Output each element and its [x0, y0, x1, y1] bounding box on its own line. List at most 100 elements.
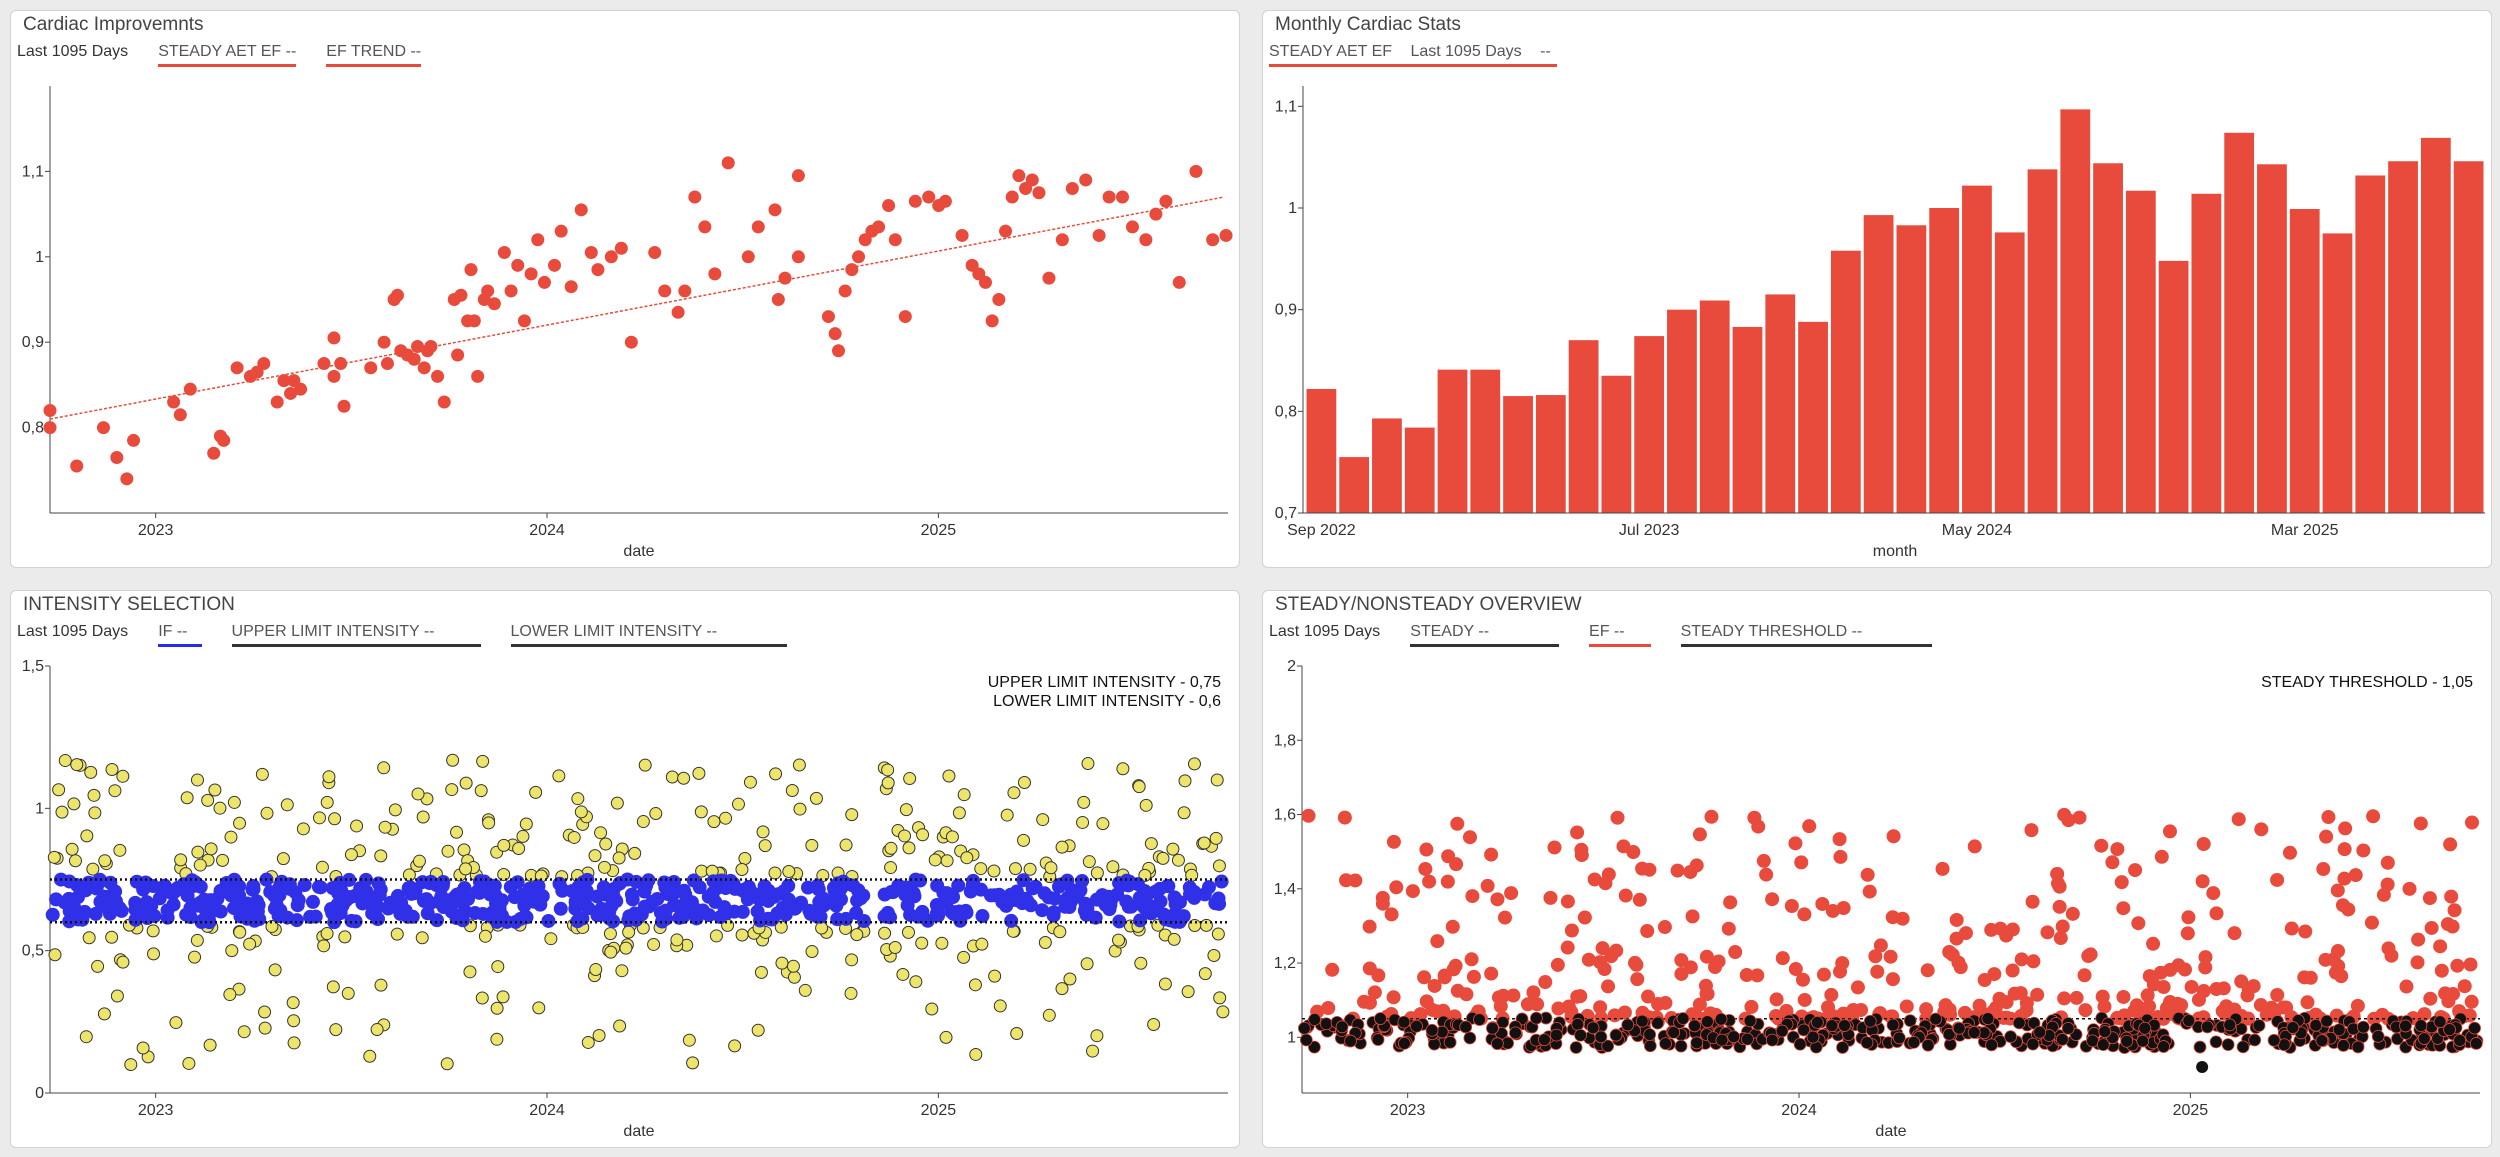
data-point	[1297, 1021, 1311, 1035]
data-point	[2055, 1033, 2069, 1046]
data-point	[735, 862, 749, 876]
data-point	[1017, 775, 1031, 789]
data-point	[504, 284, 518, 298]
data-point	[1106, 860, 1120, 874]
data-point	[513, 911, 528, 926]
filter-ef-trend[interactable]: EF TREND --	[326, 41, 422, 67]
data-point	[223, 988, 237, 1002]
data-point	[935, 936, 949, 950]
data-point	[1077, 795, 1091, 809]
data-point	[1981, 1012, 1995, 1026]
data-point	[1168, 896, 1183, 911]
data-point	[821, 310, 835, 324]
data-point	[2234, 974, 2249, 989]
data-point	[470, 884, 485, 899]
data-point	[946, 889, 961, 904]
filter-lower-limit-intensity[interactable]: LOWER LIMIT INTENSITY --	[510, 621, 788, 647]
data-point	[338, 930, 352, 944]
data-point	[1448, 958, 1463, 973]
data-point	[1147, 1018, 1161, 1032]
data-point	[1036, 813, 1050, 827]
data-point	[1739, 968, 1754, 983]
bar	[1535, 395, 1566, 513]
data-point	[1012, 169, 1026, 183]
data-point	[1899, 999, 1914, 1014]
filter-steady[interactable]: STEADY --	[1410, 621, 1560, 647]
data-point	[2096, 1038, 2110, 1052]
data-point	[1704, 809, 1719, 824]
data-point	[2351, 1040, 2365, 1054]
data-point	[190, 933, 204, 947]
data-point	[612, 851, 626, 865]
filter-if[interactable]: IF --	[158, 621, 202, 647]
data-point	[160, 910, 175, 925]
data-point	[1670, 863, 1685, 878]
data-point	[896, 967, 910, 981]
data-point	[2162, 824, 2177, 839]
data-point	[417, 361, 431, 375]
data-point	[1201, 880, 1216, 895]
period-label[interactable]: Last 1095 Days	[1269, 623, 1381, 640]
data-point	[491, 960, 505, 974]
data-point	[459, 862, 473, 876]
data-point	[1816, 967, 1831, 982]
bar	[2093, 163, 2123, 513]
filter-steady-aet-ef[interactable]: STEADY AET EF --	[158, 41, 297, 67]
data-point	[993, 999, 1007, 1013]
filter-ef[interactable]: EF --	[1589, 621, 1651, 647]
data-point	[1618, 888, 1633, 903]
data-point	[756, 825, 770, 839]
data-point	[370, 911, 385, 926]
data-point	[811, 882, 826, 897]
intensity-scatter-chart: 0 0,5 1 1,5 2023 2024 2025 date	[22, 658, 1230, 1140]
data-point	[1182, 880, 1197, 895]
data-point	[1692, 827, 1707, 842]
data-point	[93, 894, 108, 909]
data-point	[167, 395, 181, 409]
data-point	[1419, 994, 1434, 1009]
data-point	[2453, 1034, 2467, 1047]
data-point	[1967, 839, 1982, 854]
y-tick-label: 1,4	[1274, 881, 1296, 898]
data-point	[287, 1036, 301, 1050]
data-point	[1065, 181, 1079, 195]
data-point	[1775, 951, 1790, 966]
data-point	[658, 880, 673, 895]
data-point	[1397, 1037, 1411, 1050]
data-point	[2364, 915, 2379, 930]
data-point	[2246, 979, 2261, 994]
data-point	[2136, 1034, 2150, 1048]
data-point	[794, 895, 809, 910]
data-point	[792, 758, 806, 772]
data-point	[1079, 173, 1093, 187]
data-point	[445, 783, 459, 797]
data-point	[1082, 855, 1096, 869]
data-point	[374, 849, 388, 863]
data-point	[903, 772, 917, 786]
data-point	[454, 288, 468, 302]
period-label[interactable]: Last 1095 Days	[17, 43, 129, 60]
data-point	[113, 843, 127, 857]
data-point	[2069, 990, 2084, 1005]
bar	[2027, 169, 2058, 513]
data-point	[718, 881, 733, 896]
data-point	[915, 936, 929, 950]
data-point	[898, 310, 912, 324]
data-point	[1172, 275, 1186, 289]
filter-upper-limit-intensity[interactable]: UPPER LIMIT INTENSITY --	[231, 621, 481, 647]
data-point	[108, 784, 122, 798]
data-point	[2005, 963, 2020, 978]
data-point	[952, 806, 966, 820]
data-point	[2094, 838, 2109, 853]
data-point	[955, 228, 969, 242]
filter-steady-aet-ef-period[interactable]: STEADY AET EF Last 1095 Days --	[1269, 41, 1557, 67]
data-point	[845, 953, 859, 967]
data-point	[900, 898, 915, 913]
data-point	[957, 788, 971, 802]
data-point	[1053, 877, 1068, 892]
data-point	[2196, 984, 2211, 999]
data-point	[169, 1016, 183, 1030]
period-label[interactable]: Last 1095 Days	[17, 623, 129, 640]
filter-steady-threshold[interactable]: STEADY THRESHOLD --	[1680, 621, 1933, 647]
data-point	[2110, 842, 2125, 857]
